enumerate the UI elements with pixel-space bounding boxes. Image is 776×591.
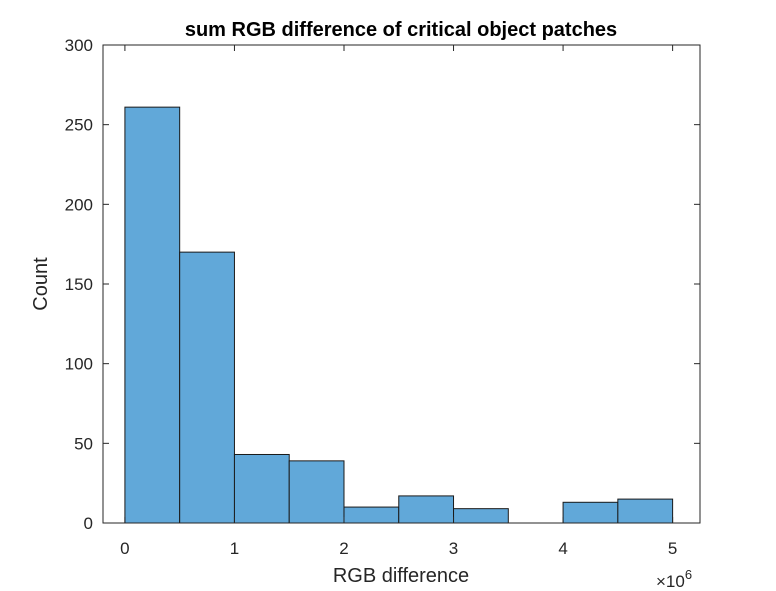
x-exponent-base: ×10 <box>656 572 685 591</box>
histogram-bar <box>562 501 619 524</box>
y-tick-label: 250 <box>65 116 93 135</box>
y-tick-label: 0 <box>84 514 93 533</box>
x-tick-label: 4 <box>558 539 567 558</box>
y-tick-label: 100 <box>65 355 93 374</box>
x-axis-label: RGB difference <box>333 565 469 587</box>
x-tick-label: 3 <box>449 539 458 558</box>
histogram-bar <box>179 251 235 524</box>
chart-title: sum RGB difference of critical object pa… <box>185 19 617 41</box>
y-tick-label: 150 <box>65 275 93 294</box>
y-axis-label: Count <box>30 257 52 311</box>
x-tick-label: 2 <box>339 539 348 558</box>
histogram-bar <box>453 508 509 524</box>
histogram-bar <box>288 460 345 524</box>
histogram-bar <box>398 495 455 524</box>
histogram-bar <box>233 453 290 524</box>
x-tick-label: 5 <box>668 539 677 558</box>
histogram-bar <box>343 506 400 524</box>
x-exponent-power: 6 <box>685 567 692 582</box>
y-tick-label: 300 <box>65 36 93 55</box>
histogram-bar <box>617 498 674 524</box>
x-exponent-label: ×106 <box>656 567 692 591</box>
y-tick-label: 50 <box>74 434 93 453</box>
histogram-bar <box>124 106 181 524</box>
bars-group <box>124 106 674 524</box>
y-tick-label: 200 <box>65 195 93 214</box>
x-tick-label: 1 <box>230 539 239 558</box>
x-tick-label: 0 <box>120 539 129 558</box>
